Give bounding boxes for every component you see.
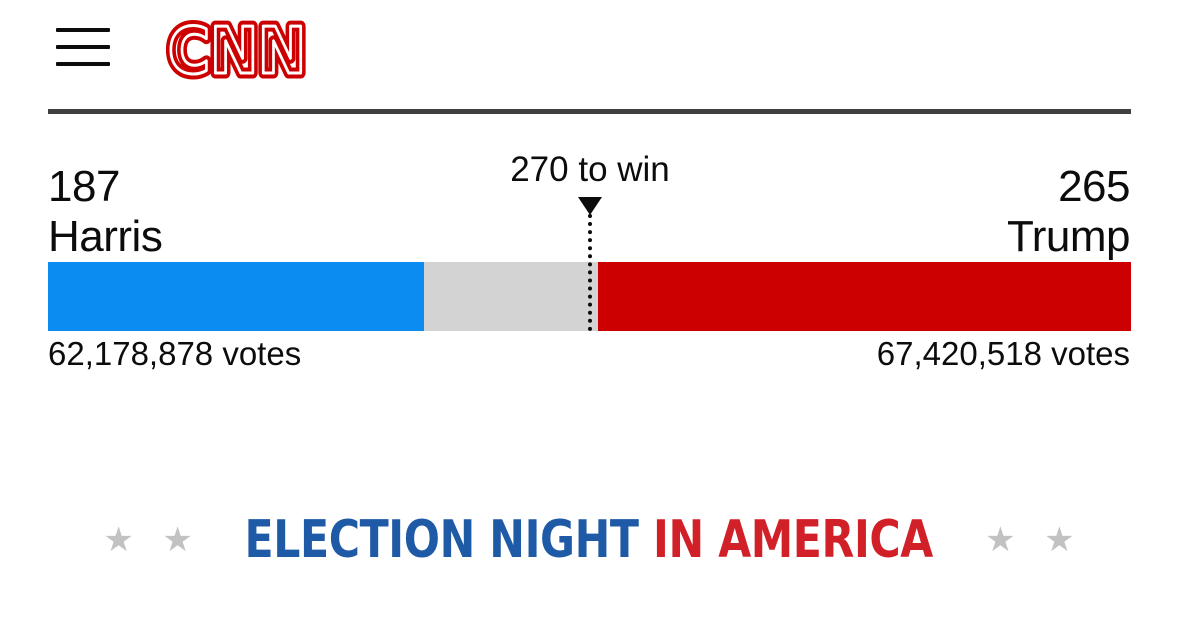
harris-popular-votes: 62,178,878 votes xyxy=(48,335,302,372)
trump-electoral-votes: 265 xyxy=(1058,162,1130,211)
harris-bar-segment xyxy=(48,262,425,331)
harris-electoral-votes: 187 xyxy=(48,162,120,211)
threshold-pointer-icon xyxy=(578,197,602,215)
banner-title-part1: ELECTION NIGHT xyxy=(244,510,639,570)
trump-popular-votes: 67,420,518 votes xyxy=(876,335,1130,372)
star-icon: ★ xyxy=(1044,521,1075,559)
banner-title: ELECTION NIGHT IN AMERICA xyxy=(244,505,934,575)
banner-title-part2: IN AMERICA xyxy=(653,510,934,570)
hamburger-menu-icon[interactable] xyxy=(56,26,112,70)
star-icon: ★ xyxy=(103,521,134,559)
star-icon: ★ xyxy=(985,521,1016,559)
trump-bar-segment xyxy=(597,262,1131,331)
cnn-logo-text: CNN xyxy=(168,15,306,82)
threshold-line xyxy=(588,214,592,331)
harris-name: Harris xyxy=(48,212,163,261)
threshold-label: 270 to win xyxy=(510,150,670,189)
trump-name: Trump xyxy=(1007,212,1131,261)
star-icon: ★ xyxy=(162,521,193,559)
election-night-banner[interactable]: ★ ★ ELECTION NIGHT IN AMERICA ★ ★ xyxy=(0,505,1178,575)
cnn-logo[interactable]: CNN CNN xyxy=(166,14,308,82)
cnn-logo-inline: CNN xyxy=(168,15,306,82)
header-divider xyxy=(48,109,1131,114)
